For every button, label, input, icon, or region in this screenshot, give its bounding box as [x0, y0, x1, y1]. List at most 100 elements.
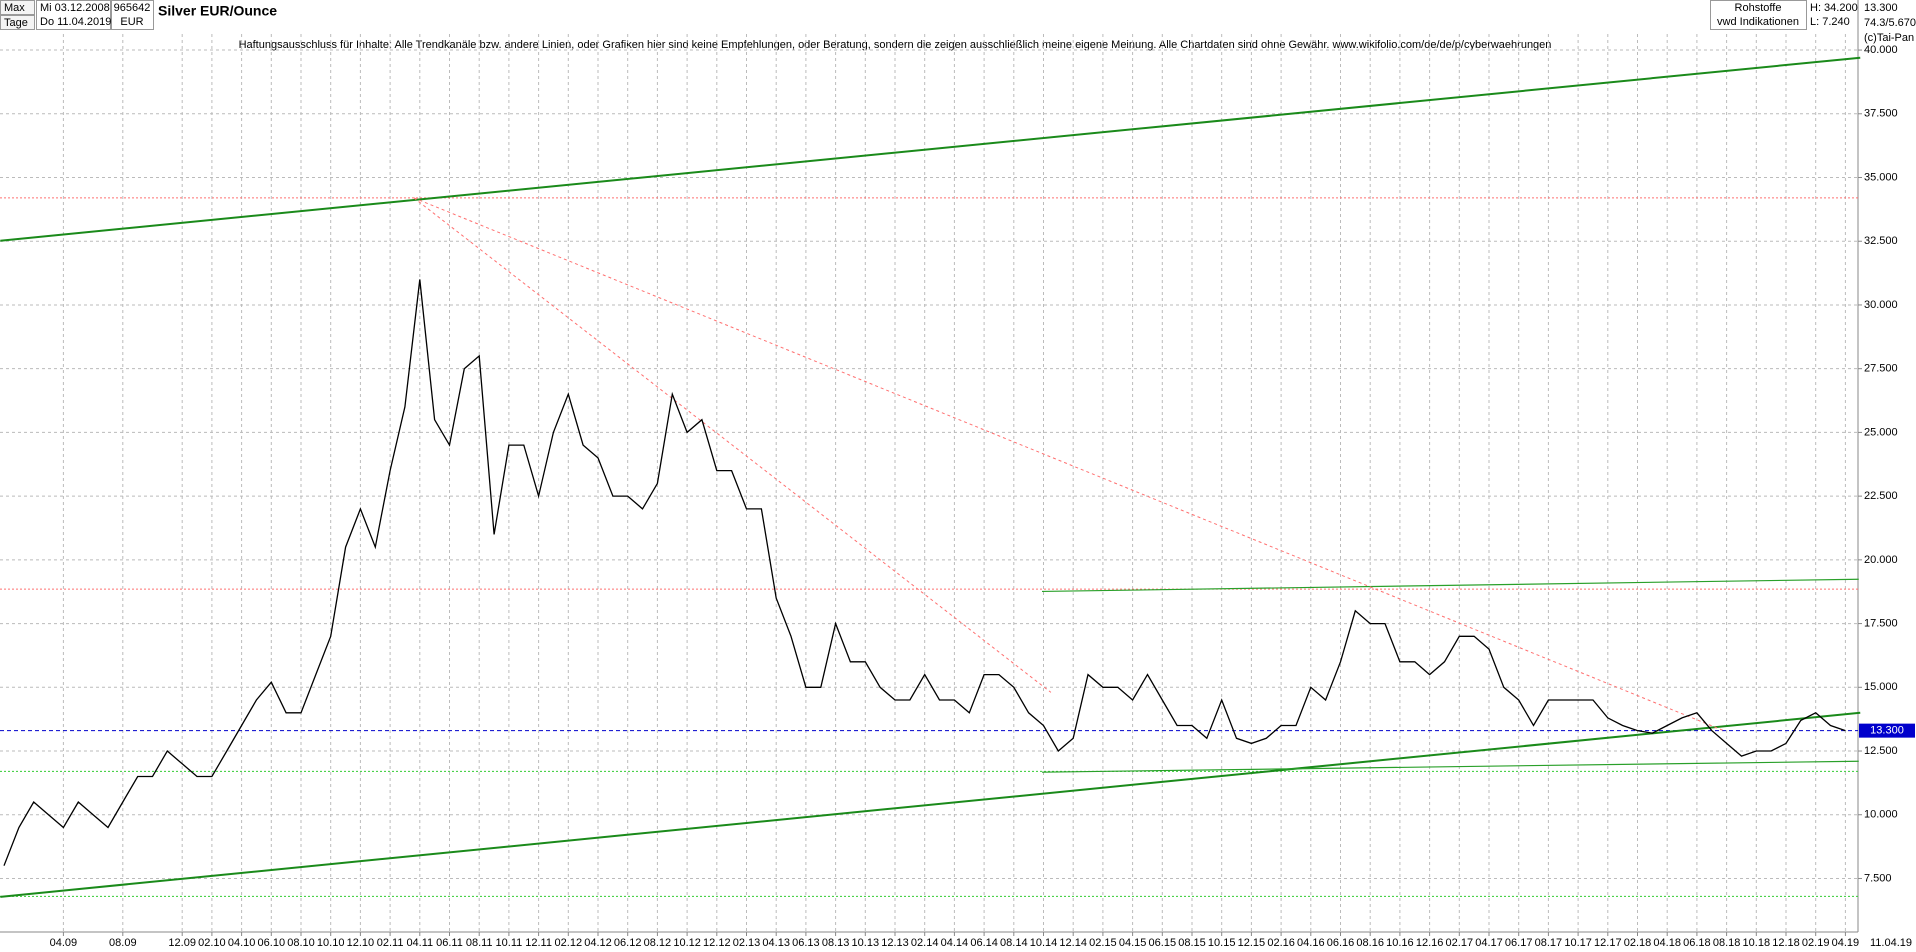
x-tick-label: 04.12 — [584, 937, 612, 949]
x-tick-label: 02.14 — [911, 937, 939, 949]
x-tick-label: 08.12 — [644, 937, 672, 949]
trend-line — [0, 56, 1861, 242]
y-tick-label: 15.000 — [1864, 681, 1898, 693]
trend-line — [1042, 578, 1859, 593]
trend-line — [413, 197, 1724, 732]
y-tick-label: 20.000 — [1864, 554, 1898, 566]
high: H: 34.200 — [1810, 2, 1858, 14]
x-tick-label: 12.10 — [347, 937, 375, 949]
last-price-box — [1859, 723, 1915, 738]
x-tick-label: 12.16 — [1416, 937, 1444, 949]
y-tick-label: 32.500 — [1864, 235, 1898, 247]
x-tick-label: 12.17 — [1594, 937, 1622, 949]
x-tick-label: 12.13 — [881, 937, 909, 949]
x-tick-label: 06.13 — [792, 937, 820, 949]
ratio: 74.3/5.670 — [1864, 17, 1916, 29]
trend-line — [0, 711, 1861, 898]
x-tick-label: 04.11 — [406, 937, 433, 949]
y-tick-label: 40.000 — [1864, 44, 1898, 56]
x-tick-label: 02.16 — [1267, 937, 1295, 949]
y-tick-label: 25.000 — [1864, 426, 1898, 438]
x-tick-label: 02.18 — [1624, 937, 1652, 949]
disclaimer: Haftungsausschluss für Inhalte: Alle Tre… — [239, 39, 1552, 51]
x-tick-label: 04.18 — [1653, 937, 1681, 949]
x-tick-label: 02.17 — [1446, 937, 1474, 949]
y-tick-label: 35.000 — [1864, 171, 1898, 183]
y-tick-label: 7.500 — [1864, 872, 1892, 884]
date-box — [36, 0, 111, 30]
x-tick-label: 12.11 — [525, 937, 552, 949]
x-tick-label: 02.12 — [555, 937, 583, 949]
y-tick-label: 22.500 — [1864, 490, 1898, 502]
id-box — [111, 0, 154, 30]
x-tick-label: 10.10 — [317, 937, 345, 949]
wkn: 965642 — [114, 2, 151, 14]
instrument-name: Silver EUR/Ounce — [158, 3, 277, 19]
y-tick-label: 12.500 — [1864, 745, 1898, 757]
x-tick-label: 12.15 — [1238, 937, 1266, 949]
source-box — [1710, 0, 1807, 30]
x-tick-label: 02.10 — [198, 937, 226, 949]
range: Max — [4, 2, 25, 14]
x-tick-label: 12.14 — [1059, 937, 1087, 949]
from-date: Mi 03.12.2008 — [40, 2, 110, 14]
trend-line — [1042, 760, 1859, 773]
x-tick-label: 08.16 — [1356, 937, 1384, 949]
source: vwd Indikationen — [1717, 16, 1799, 28]
x-tick-label: 08.15 — [1178, 937, 1206, 949]
x-tick-label: 10.12 — [673, 937, 701, 949]
x-tick-label: 10.16 — [1386, 937, 1414, 949]
x-tick-label: 06.15 — [1149, 937, 1177, 949]
x-tick-label: 06.10 — [258, 937, 286, 949]
y-tick-label: 37.500 — [1864, 108, 1898, 120]
low: L: 7.240 — [1810, 16, 1850, 28]
x-tick-label: 10.11 — [496, 937, 523, 949]
x-tick-label: 04.09 — [50, 937, 78, 949]
price-line — [3, 279, 1846, 866]
last-price-label: 13.300 — [1870, 725, 1904, 737]
interval: Tage — [4, 17, 28, 29]
x-tick-label: 04.13 — [762, 937, 790, 949]
x-tick-label: 04.15 — [1119, 937, 1147, 949]
x-tick-label: 06.12 — [614, 937, 642, 949]
x-tick-label: 08.14 — [1000, 937, 1028, 949]
x-tick-label: 10.17 — [1564, 937, 1592, 949]
y-tick-label: 10.000 — [1864, 809, 1898, 821]
x-tick-label: 08.09 — [109, 937, 137, 949]
interval-box[interactable] — [0, 15, 35, 30]
x-tick-label: 04.19 — [1832, 937, 1860, 949]
x-tick-label: 06.11 — [436, 937, 463, 949]
last: 13.300 — [1864, 2, 1898, 14]
trend-line — [413, 197, 1052, 693]
x-tick-label: 02.13 — [733, 937, 761, 949]
to-date: Do 11.04.2019 — [40, 16, 111, 28]
x-tick-label: 04.16 — [1297, 937, 1325, 949]
x-tick-label: 06.17 — [1505, 937, 1533, 949]
range-box[interactable] — [0, 0, 35, 15]
x-tick-label: 12.18 — [1772, 937, 1800, 949]
current-date: 11.04.19 — [1870, 937, 1912, 949]
x-tick-label: 08.10 — [287, 937, 315, 949]
x-tick-label: 04.10 — [228, 937, 256, 949]
x-tick-label: 08.18 — [1713, 937, 1741, 949]
x-tick-label: 08.11 — [466, 937, 493, 949]
x-tick-label: 08.13 — [822, 937, 850, 949]
y-tick-label: 30.000 — [1864, 299, 1898, 311]
x-tick-label: 02.11 — [377, 937, 404, 949]
x-tick-label: 02.15 — [1089, 937, 1117, 949]
x-tick-label: 04.17 — [1475, 937, 1503, 949]
x-tick-label: 06.16 — [1327, 937, 1355, 949]
x-tick-label: 12.09 — [168, 937, 196, 949]
x-tick-label: 12.12 — [703, 937, 731, 949]
y-tick-label: 17.500 — [1864, 617, 1898, 629]
x-tick-label: 10.13 — [852, 937, 880, 949]
copyright: (c)Tai-Pan — [1864, 32, 1914, 44]
x-tick-label: 06.14 — [970, 937, 998, 949]
x-tick-label: 08.17 — [1535, 937, 1563, 949]
y-tick-label: 27.500 — [1864, 363, 1898, 375]
x-tick-label: 10.15 — [1208, 937, 1236, 949]
x-tick-label: 10.14 — [1030, 937, 1058, 949]
